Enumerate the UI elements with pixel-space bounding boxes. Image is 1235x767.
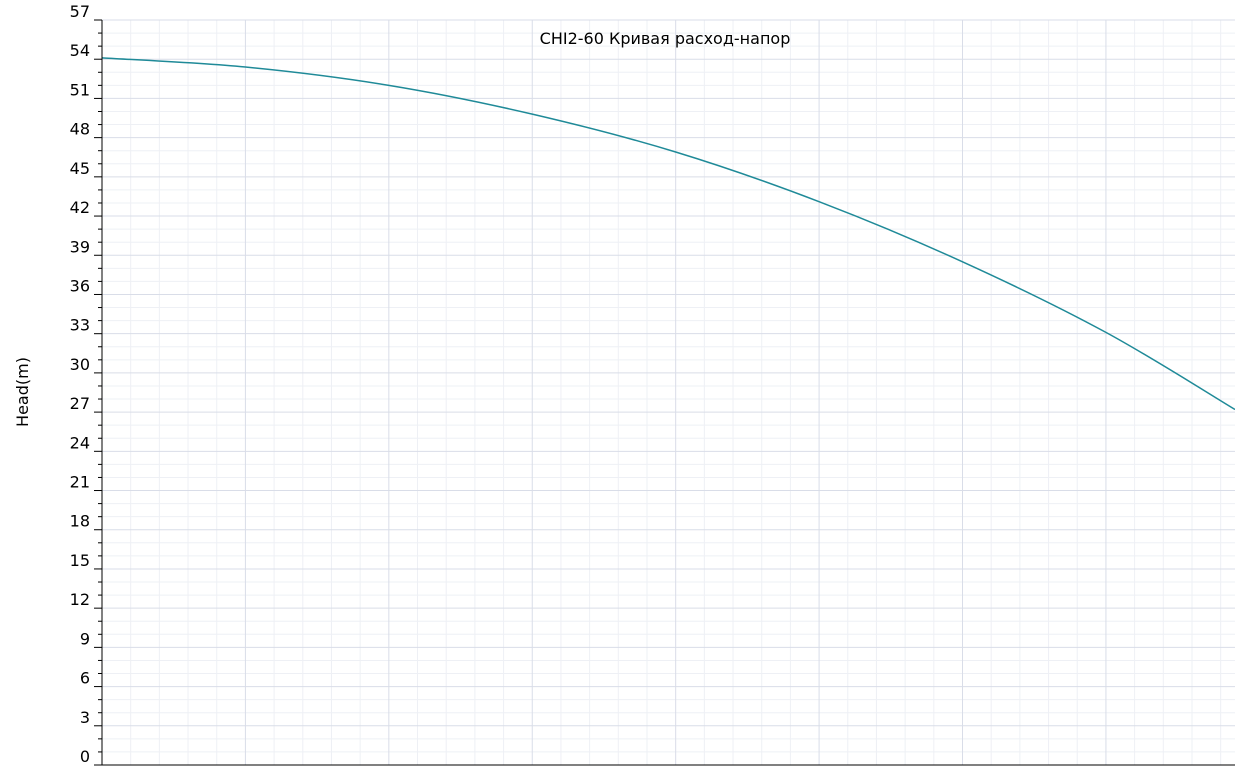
y-tick-label: 21 bbox=[70, 473, 90, 492]
y-tick-label: 30 bbox=[70, 355, 90, 374]
y-tick-label: 3 bbox=[80, 708, 90, 727]
head-curve-line bbox=[101, 57, 1235, 411]
y-tick-label: 12 bbox=[70, 590, 90, 609]
y-tick-label: 45 bbox=[70, 159, 90, 178]
y-tick-label: 18 bbox=[70, 512, 90, 531]
major-grid bbox=[101, 19, 1235, 766]
y-tick-label: 51 bbox=[70, 80, 90, 99]
y-tick-label: 54 bbox=[70, 41, 90, 60]
y-tick-label: 6 bbox=[80, 669, 90, 688]
axes bbox=[101, 20, 1235, 766]
y-tick-label: 36 bbox=[70, 276, 90, 295]
y-tick-label: 15 bbox=[70, 551, 90, 570]
y-tick-label: 48 bbox=[70, 120, 90, 139]
chart-title: CHI2-60 Кривая расход-напор bbox=[540, 29, 791, 48]
y-tick-label: 33 bbox=[70, 316, 90, 335]
y-tick-label: 39 bbox=[70, 237, 90, 256]
y-tick-label: 27 bbox=[70, 394, 90, 413]
y-tick-label: 0 bbox=[80, 747, 90, 766]
y-axis-label: Head(m) bbox=[13, 357, 32, 427]
y-tick-label: 57 bbox=[70, 2, 90, 21]
minor-grid bbox=[102, 20, 1235, 765]
y-tick-label: 9 bbox=[80, 629, 90, 648]
y-tick-label: 24 bbox=[70, 433, 90, 452]
y-tick-label: 42 bbox=[70, 198, 90, 217]
